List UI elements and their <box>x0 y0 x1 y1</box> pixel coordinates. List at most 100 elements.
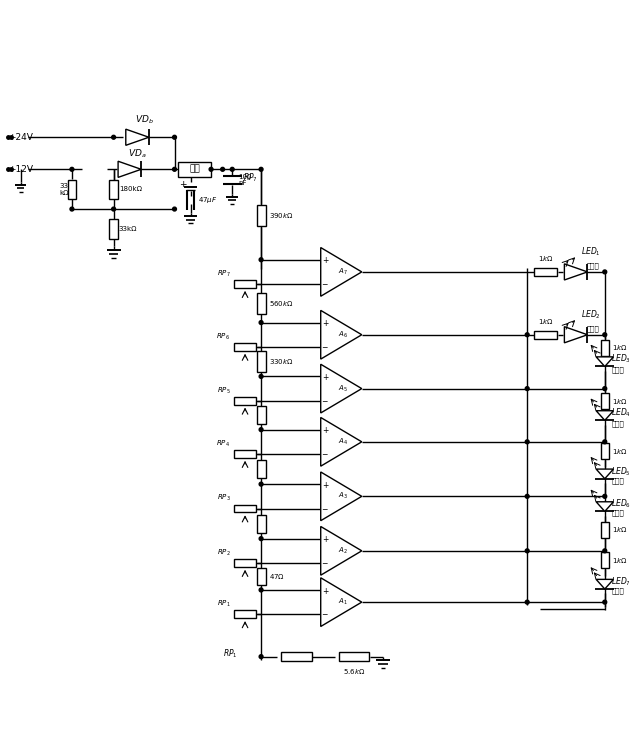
Text: $330k\Omega$: $330k\Omega$ <box>269 357 293 366</box>
Bar <box>339 652 370 661</box>
Circle shape <box>526 333 529 336</box>
Bar <box>234 450 256 458</box>
Text: +: + <box>322 586 328 595</box>
Text: （绿）: （绿） <box>586 325 599 332</box>
Text: $1k\Omega$: $1k\Omega$ <box>538 254 554 263</box>
Circle shape <box>173 207 176 211</box>
Text: $47\mu F$: $47\mu F$ <box>198 195 218 205</box>
Text: $RP_{6}$: $RP_{6}$ <box>216 332 231 342</box>
Bar <box>281 652 312 661</box>
Bar <box>256 293 265 314</box>
Circle shape <box>70 167 74 172</box>
Polygon shape <box>596 469 614 479</box>
Text: （橙）: （橙） <box>611 477 624 484</box>
Text: $RP_{2}$: $RP_{2}$ <box>216 548 231 558</box>
Bar <box>234 397 256 404</box>
Text: $LED_1$: $LED_1$ <box>581 246 601 258</box>
Circle shape <box>221 167 225 172</box>
Circle shape <box>259 321 263 324</box>
Circle shape <box>603 386 607 390</box>
Bar <box>601 393 609 410</box>
Circle shape <box>603 549 607 553</box>
Text: $RP_{1}$: $RP_{1}$ <box>216 599 231 609</box>
Polygon shape <box>564 327 587 343</box>
Bar <box>234 280 256 288</box>
Text: +: + <box>179 181 187 189</box>
Text: $A_{4}$: $A_{4}$ <box>337 437 348 447</box>
Bar <box>601 521 609 538</box>
Text: $RP_{3}$: $RP_{3}$ <box>216 493 231 503</box>
Circle shape <box>526 440 529 443</box>
Text: $A_{2}$: $A_{2}$ <box>337 546 347 556</box>
Text: $-$: $-$ <box>321 395 329 404</box>
Circle shape <box>603 270 607 274</box>
Polygon shape <box>321 577 362 626</box>
Text: $1k\Omega$: $1k\Omega$ <box>612 556 628 565</box>
Text: +: + <box>322 256 328 265</box>
Text: nF: nF <box>239 181 247 187</box>
Circle shape <box>173 136 176 139</box>
Circle shape <box>173 167 176 172</box>
Polygon shape <box>118 161 141 178</box>
Text: $-$: $-$ <box>321 449 329 458</box>
Text: $VD_b$: $VD_b$ <box>135 113 153 126</box>
Text: $1k\Omega$: $1k\Omega$ <box>612 397 628 406</box>
Text: $A_{5}$: $A_{5}$ <box>337 383 348 394</box>
FancyBboxPatch shape <box>178 162 211 177</box>
Bar <box>535 268 557 276</box>
Text: 180kΩ: 180kΩ <box>118 187 142 192</box>
Text: $1k\Omega$: $1k\Omega$ <box>538 317 554 326</box>
Text: $-$: $-$ <box>321 503 329 512</box>
Text: $47\Omega$: $47\Omega$ <box>269 572 285 581</box>
Polygon shape <box>321 247 362 297</box>
Text: $-$: $-$ <box>321 342 329 351</box>
Circle shape <box>526 549 529 553</box>
Circle shape <box>259 655 263 658</box>
Bar <box>234 560 256 567</box>
Text: $-$: $-$ <box>321 279 329 288</box>
Circle shape <box>209 167 213 172</box>
Text: 电源: 电源 <box>189 165 200 174</box>
Bar <box>234 505 256 512</box>
Text: $1k\Omega$: $1k\Omega$ <box>612 343 628 352</box>
Circle shape <box>526 494 529 498</box>
Text: $LED_2$: $LED_2$ <box>581 308 601 321</box>
Text: $1k\Omega$: $1k\Omega$ <box>612 525 628 534</box>
Polygon shape <box>321 310 362 359</box>
Polygon shape <box>596 502 614 512</box>
Text: $A_{7}$: $A_{7}$ <box>337 267 347 277</box>
Bar <box>68 180 76 198</box>
Bar <box>256 568 265 586</box>
Bar <box>234 343 256 351</box>
Circle shape <box>259 167 263 172</box>
Text: $RP_7$: $RP_7$ <box>243 172 258 184</box>
Text: $LED_7$: $LED_7$ <box>611 575 631 588</box>
Text: $VD_a$: $VD_a$ <box>128 148 147 160</box>
Text: $RP_{4}$: $RP_{4}$ <box>216 439 231 449</box>
Text: $RP_1$: $RP_1$ <box>223 648 238 661</box>
Circle shape <box>111 207 115 211</box>
Circle shape <box>70 207 74 211</box>
Polygon shape <box>321 472 362 521</box>
Circle shape <box>259 374 263 378</box>
Text: （红）: （红） <box>611 509 624 515</box>
Polygon shape <box>596 357 614 366</box>
Polygon shape <box>321 417 362 466</box>
Text: $A_{6}$: $A_{6}$ <box>337 330 348 340</box>
Text: +: + <box>322 536 328 545</box>
Bar <box>601 339 609 356</box>
Text: $LED_6$: $LED_6$ <box>611 498 631 510</box>
Text: $390k\Omega$: $390k\Omega$ <box>269 211 293 220</box>
Text: +: + <box>322 319 328 328</box>
Bar <box>109 180 118 198</box>
Circle shape <box>259 482 263 486</box>
Bar <box>601 443 609 459</box>
Text: +12V: +12V <box>8 165 33 174</box>
Circle shape <box>526 600 529 604</box>
Circle shape <box>259 537 263 541</box>
Text: （绿）: （绿） <box>611 366 624 373</box>
Text: $5.6k\Omega$: $5.6k\Omega$ <box>343 667 365 676</box>
Polygon shape <box>321 364 362 413</box>
Circle shape <box>603 440 607 443</box>
Polygon shape <box>564 264 587 280</box>
